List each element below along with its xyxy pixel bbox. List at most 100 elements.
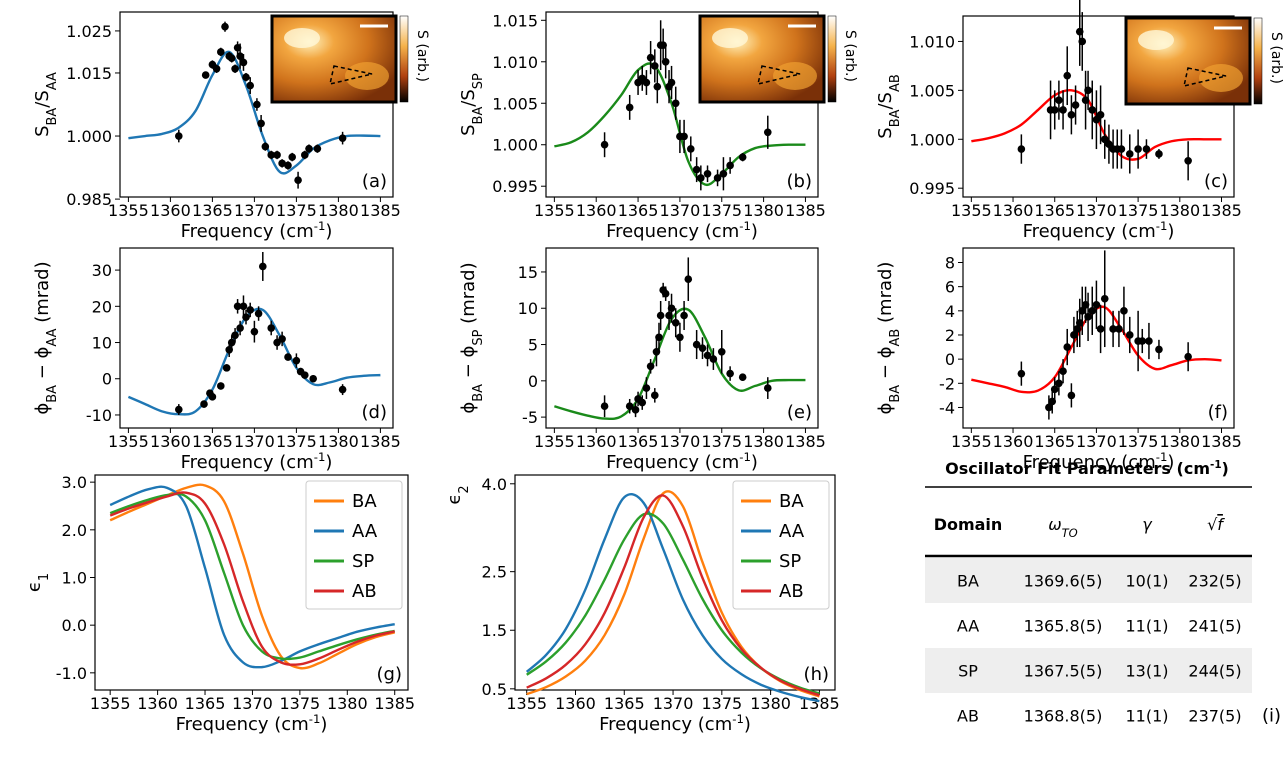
text-part: Oscillator Fit Parameters (cm [945, 459, 1210, 478]
y-tick-label: -2 [939, 374, 955, 393]
x-tick-label: 1385 [785, 201, 826, 220]
y-tick-label: 0.995 [492, 177, 538, 196]
table-cell: 11(1) [1125, 707, 1168, 726]
y-tick-label: 1.010 [492, 53, 538, 72]
text-part: f [1217, 515, 1225, 534]
data-point [1084, 87, 1092, 95]
text-part: − ϕ [32, 347, 53, 385]
text-part: ) [744, 714, 751, 735]
text-part: BA [888, 385, 903, 403]
plot-frame [963, 248, 1234, 428]
x-tick-label: 1375 [1118, 201, 1159, 220]
data-point [654, 83, 662, 91]
y-tick-label: 2.0 [62, 521, 87, 540]
data-point [301, 151, 309, 159]
text-part: ) [320, 714, 327, 735]
y-tick-label: 6 [945, 278, 955, 297]
inset-image [700, 16, 824, 102]
data-point [1126, 331, 1134, 339]
x-axis-label: Frequency (cm-1) [181, 450, 333, 473]
table-cell: AA [957, 617, 979, 636]
x-tick-label: 1380 [743, 201, 784, 220]
text-part: -1 [739, 219, 751, 233]
data-point [288, 153, 296, 161]
y-tick-label: 0.985 [66, 190, 112, 209]
y-tick-label: 0.5 [482, 680, 507, 699]
text-part: /S [458, 89, 479, 107]
data-point [273, 151, 281, 159]
text-part: ) [325, 221, 332, 242]
data-point [684, 275, 692, 283]
inset-feature [1138, 30, 1174, 50]
x-tick-label: 1385 [360, 201, 401, 220]
data-point [739, 373, 747, 381]
data-point [1101, 295, 1109, 303]
x-tick-label: 1360 [993, 201, 1034, 220]
text-part: -1 [309, 712, 321, 726]
text-part: S [875, 127, 896, 138]
data-point [284, 353, 292, 361]
x-tick-label: 1365 [604, 694, 645, 713]
data-point [246, 82, 254, 90]
text-part: − ϕ [875, 346, 896, 384]
y-tick-label: -1.0 [56, 664, 87, 683]
data-point [305, 145, 313, 153]
x-tick-label: 1375 [701, 432, 742, 451]
y-axis-label: ϕBA − ϕSP (mrad) [458, 262, 486, 413]
x-tick-label: 1370 [234, 432, 275, 451]
data-point [1118, 145, 1126, 153]
data-point [236, 324, 244, 332]
data-point [278, 335, 286, 343]
x-tick-label: 1355 [506, 694, 547, 713]
y-tick-label: 1.015 [66, 64, 112, 83]
text-part: 1 [37, 573, 52, 581]
text-part: ϕ [875, 403, 896, 415]
data-point [676, 333, 684, 341]
table-cell: 241(5) [1188, 617, 1241, 636]
y-tick-label: 1.005 [492, 94, 538, 113]
data-point [668, 304, 676, 312]
text-part: − ϕ [458, 346, 479, 384]
data-point [651, 392, 659, 400]
y-tick-label: 1.000 [66, 127, 112, 146]
data-point [202, 71, 210, 79]
data-point [175, 132, 183, 140]
data-point [651, 62, 659, 70]
data-point [632, 406, 640, 414]
data-point [704, 170, 712, 178]
x-tick-label: 1360 [137, 694, 178, 713]
x-tick-label: 1355 [534, 432, 575, 451]
y-tick-label: 5 [528, 336, 538, 355]
data-point [680, 312, 688, 320]
table-cell: BA [957, 572, 979, 591]
data-point [710, 355, 718, 363]
data-point [726, 162, 734, 170]
data-point [647, 363, 655, 371]
y-tick-label: 0 [945, 350, 955, 369]
text-part: (mrad) [875, 262, 896, 329]
data-point [693, 166, 701, 174]
data-point [1068, 392, 1076, 400]
data-point [259, 263, 267, 271]
data-point [228, 54, 236, 62]
table-header: γ [1142, 515, 1153, 534]
data-point [255, 310, 263, 318]
y-tick-label: 0.995 [909, 179, 955, 198]
data-point [1184, 353, 1192, 361]
panel-label: (i) [1262, 706, 1281, 727]
text-part: ) [751, 452, 758, 473]
text-part: BA [888, 109, 903, 127]
text-part: Frequency (cm [606, 221, 739, 242]
y-tick-label: 1.005 [909, 81, 955, 100]
inset-feature [284, 28, 320, 48]
text-part: (mrad) [32, 261, 53, 328]
x-tick-label: 1375 [280, 694, 321, 713]
table-cell: 244(5) [1188, 662, 1241, 681]
text-part: ϵ [24, 581, 45, 592]
data-point [175, 406, 183, 414]
text-part: 2 [457, 485, 472, 493]
data-point [223, 364, 231, 372]
text-part: TO [1062, 526, 1078, 540]
data-point [672, 99, 680, 107]
text-part: BA [45, 385, 60, 403]
